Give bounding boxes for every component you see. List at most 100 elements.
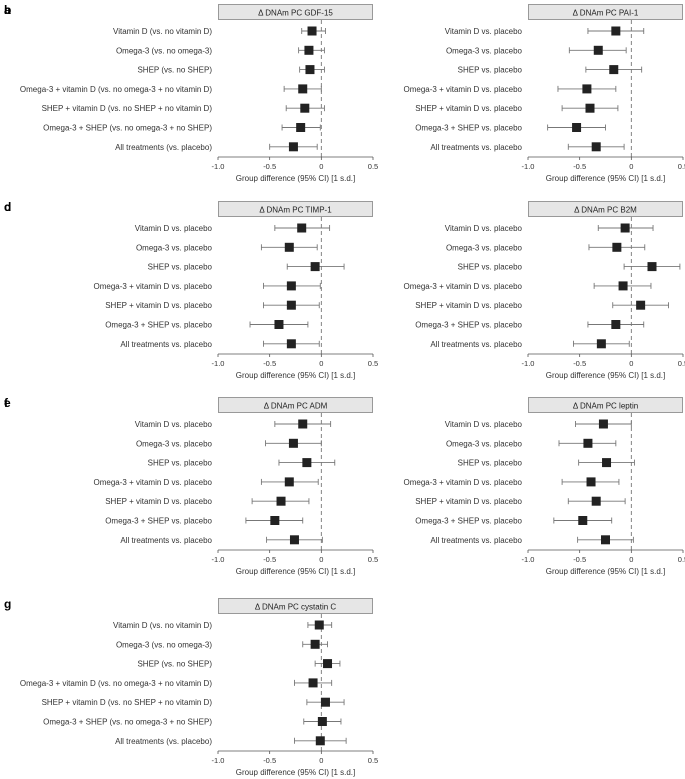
row-label: SHEP vs. placebo: [458, 459, 523, 468]
row-label: Vitamin D vs. placebo: [135, 224, 213, 233]
row-label: Omega-3 + SHEP vs. placebo: [105, 517, 212, 526]
row-label: Vitamin D (vs. no vitamin D): [113, 27, 212, 36]
x-tick-label: 0.5: [678, 162, 685, 171]
row-label: Vitamin D vs. placebo: [445, 224, 523, 233]
x-axis-label: Group difference (95% CI) [1 s.d.]: [546, 371, 665, 380]
point-estimate-marker: [307, 26, 317, 36]
x-tick-label: 0.5: [368, 359, 378, 368]
row-label: Vitamin D vs. placebo: [135, 420, 213, 429]
point-estimate-marker: [636, 300, 646, 310]
point-estimate-marker: [300, 103, 310, 113]
row-label: Omega-3 + SHEP vs. placebo: [415, 124, 522, 133]
point-estimate-marker: [274, 320, 284, 329]
point-estimate-marker: [609, 65, 619, 75]
x-tick-label: 0: [629, 555, 633, 564]
row-label: Omega-3 + SHEP vs. placebo: [415, 321, 522, 330]
x-tick-label: 0.5: [368, 756, 378, 765]
panel-title-box: [218, 4, 373, 20]
row-label: Vitamin D (vs. no vitamin D): [113, 621, 212, 630]
point-estimate-marker: [310, 639, 320, 649]
point-estimate-marker: [323, 659, 333, 669]
point-estimate-marker: [315, 736, 325, 746]
x-tick-label: -0.5: [263, 555, 276, 564]
panel-title: Δ DNAm PC GDF-15: [258, 9, 333, 18]
row-label: Omega-3 + SHEP (vs. no omega-3 + no SHEP…: [43, 124, 212, 133]
panel-letter-d: d: [4, 200, 11, 214]
panel-title-box: [528, 397, 683, 413]
point-estimate-marker: [302, 458, 312, 468]
row-label: Omega-3 + vitamin D (vs. no omega-3 + no…: [20, 679, 212, 688]
row-label: All treatments vs. placebo: [430, 143, 522, 152]
point-estimate-marker: [286, 339, 296, 349]
panel-letter-b: b: [4, 3, 11, 17]
row-label: All treatments (vs. placebo): [115, 737, 212, 746]
point-estimate-marker: [593, 45, 603, 55]
x-tick-label: -0.5: [263, 359, 276, 368]
panel-letter-c: c: [4, 200, 11, 214]
row-label: Omega-3 + vitamin D vs. placebo: [94, 478, 213, 487]
point-estimate-marker: [601, 535, 610, 545]
x-tick-label: 0: [629, 162, 633, 171]
point-estimate-marker: [284, 477, 294, 487]
panel-title: Δ DNAm PC B2M: [574, 206, 637, 215]
point-estimate-marker: [620, 223, 630, 233]
x-tick-label: -0.5: [573, 162, 586, 171]
panel-letter-e: e: [4, 396, 11, 410]
panel-title: Δ DNAm PC ADM: [264, 402, 328, 411]
x-tick-label: -1.0: [212, 756, 225, 765]
row-label: Omega-3 (vs. no omega-3): [116, 46, 212, 55]
panel-title-box: [218, 201, 373, 217]
x-tick-label: -0.5: [573, 359, 586, 368]
point-estimate-marker: [598, 419, 608, 429]
point-estimate-marker: [305, 65, 315, 75]
point-estimate-marker: [582, 84, 592, 94]
panel-title-box: [218, 598, 373, 614]
point-estimate-marker: [583, 438, 593, 448]
row-label: Omega-3 vs. placebo: [136, 439, 213, 448]
panel-title: Δ DNAm PC PAI-1: [573, 9, 639, 18]
x-tick-label: 0: [319, 162, 323, 171]
x-axis-label: Group difference (95% CI) [1 s.d.]: [236, 174, 355, 183]
point-estimate-marker: [288, 142, 298, 152]
row-label: SHEP (vs. no SHEP): [137, 66, 212, 75]
point-estimate-marker: [288, 438, 298, 448]
x-tick-label: -1.0: [522, 359, 535, 368]
row-label: SHEP (vs. no SHEP): [137, 660, 212, 669]
point-estimate-marker: [286, 281, 296, 291]
row-label: Omega-3 + vitamin D vs. placebo: [404, 85, 523, 94]
point-estimate-marker: [591, 142, 601, 152]
point-estimate-marker: [647, 262, 657, 272]
row-label: SHEP + vitamin D vs. placebo: [105, 301, 212, 310]
point-estimate-marker: [296, 123, 306, 132]
row-label: Omega-3 + vitamin D vs. placebo: [404, 282, 523, 291]
x-tick-label: 0: [319, 359, 323, 368]
row-label: SHEP vs. placebo: [458, 66, 523, 75]
x-tick-label: -1.0: [522, 555, 535, 564]
point-estimate-marker: [611, 26, 621, 36]
panel-title-box: [528, 201, 683, 217]
point-estimate-marker: [317, 717, 327, 726]
point-estimate-marker: [572, 123, 582, 132]
row-label: Omega-3 vs. placebo: [136, 243, 213, 252]
row-label: SHEP vs. placebo: [148, 459, 213, 468]
row-label: SHEP + vitamin D (vs. no SHEP + no vitam…: [42, 104, 213, 113]
x-tick-label: 0.5: [368, 555, 378, 564]
x-tick-label: 0.5: [678, 555, 685, 564]
point-estimate-marker: [286, 300, 296, 310]
row-label: SHEP + vitamin D vs. placebo: [415, 497, 522, 506]
panel-letter-g: g: [4, 597, 11, 611]
row-label: SHEP + vitamin D vs. placebo: [105, 497, 212, 506]
x-tick-label: 0: [629, 359, 633, 368]
point-estimate-marker: [596, 339, 606, 349]
x-tick-label: -1.0: [212, 359, 225, 368]
row-label: Omega-3 + SHEP vs. placebo: [415, 517, 522, 526]
row-label: Omega-3 + vitamin D (vs. no omega-3 + no…: [20, 85, 212, 94]
point-estimate-marker: [284, 242, 294, 252]
row-label: SHEP + vitamin D vs. placebo: [415, 104, 522, 113]
row-label: Omega-3 + vitamin D vs. placebo: [94, 282, 213, 291]
point-estimate-marker: [308, 678, 318, 688]
x-tick-label: -1.0: [212, 162, 225, 171]
x-tick-label: -0.5: [573, 555, 586, 564]
x-axis-label: Group difference (95% CI) [1 s.d.]: [546, 174, 665, 183]
